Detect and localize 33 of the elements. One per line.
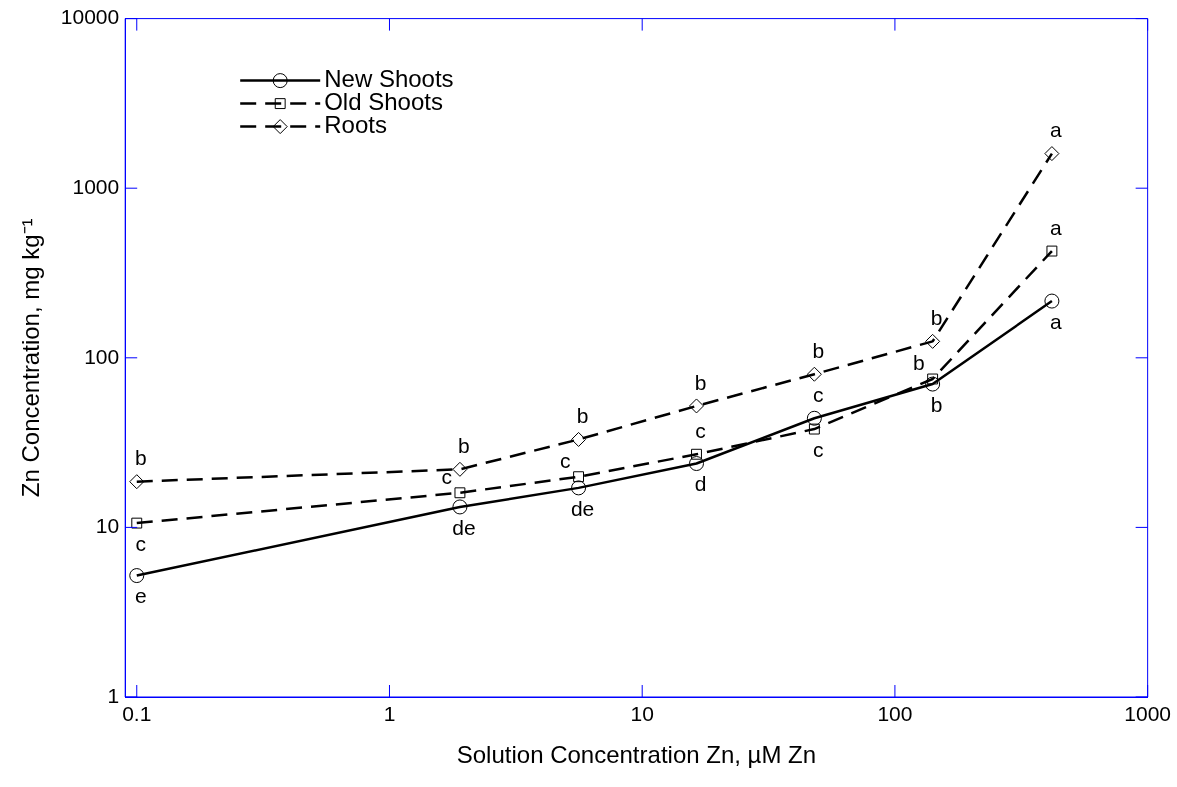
data-label: b bbox=[912, 350, 925, 374]
data-label: b bbox=[576, 404, 589, 428]
x-tick-label: 10 bbox=[630, 702, 654, 726]
data-label: b bbox=[812, 339, 825, 363]
data-label: a bbox=[1050, 118, 1063, 142]
data-label: c bbox=[560, 448, 571, 472]
data-label: b bbox=[134, 446, 147, 470]
data-label: a bbox=[1050, 309, 1063, 333]
x-tick-label: 0.1 bbox=[122, 702, 152, 726]
x-tick-label: 100 bbox=[877, 702, 913, 726]
data-label: d bbox=[694, 472, 707, 496]
data-label: b bbox=[930, 392, 943, 416]
data-label: e bbox=[134, 584, 147, 608]
y-tick-label: 100 bbox=[84, 344, 120, 368]
y-tick-label: 1000 bbox=[72, 175, 120, 198]
data-label: c bbox=[813, 383, 824, 407]
data-label: c bbox=[135, 531, 147, 555]
x-tick-label: 1 bbox=[383, 702, 396, 726]
y-tick-label: 1 bbox=[107, 683, 120, 707]
data-label: c bbox=[813, 437, 824, 461]
data-label: b bbox=[694, 370, 707, 394]
data-label: a bbox=[1050, 215, 1063, 239]
y-axis-title: Zn Concentration, mg kg⁻¹ bbox=[17, 218, 45, 498]
data-label: b bbox=[930, 306, 943, 330]
x-tick-label: 1000 bbox=[1124, 702, 1171, 726]
x-axis-title: Solution Concentration Zn, µM Zn bbox=[456, 741, 817, 769]
y-tick-label: 10 bbox=[95, 514, 120, 538]
y-tick-label: 10000 bbox=[60, 5, 120, 29]
data-label: de bbox=[452, 515, 476, 539]
data-label: c bbox=[695, 419, 706, 443]
data-label: de bbox=[570, 496, 595, 520]
data-label: c bbox=[441, 464, 452, 488]
data-label: b bbox=[458, 434, 470, 458]
